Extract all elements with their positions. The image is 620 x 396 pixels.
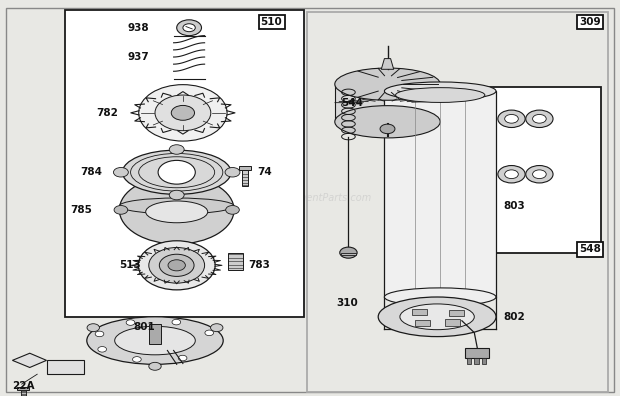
Ellipse shape (498, 166, 525, 183)
Bar (21, 390, 26, 396)
Ellipse shape (122, 150, 231, 194)
Ellipse shape (139, 85, 227, 141)
Ellipse shape (380, 124, 395, 134)
Ellipse shape (183, 24, 195, 32)
Ellipse shape (114, 206, 128, 214)
Ellipse shape (159, 254, 194, 276)
Bar (17, 387, 29, 390)
Bar (465, 348, 489, 358)
Text: 803: 803 (503, 201, 525, 211)
Bar (415, 320, 430, 326)
Ellipse shape (533, 170, 546, 179)
Ellipse shape (335, 106, 440, 138)
Bar (445, 319, 460, 326)
Ellipse shape (505, 114, 518, 123)
Bar (307, 12, 608, 392)
Ellipse shape (119, 198, 234, 214)
Text: 548: 548 (579, 244, 601, 255)
Ellipse shape (126, 320, 135, 326)
Bar (467, 358, 471, 364)
Bar (335, 84, 440, 122)
Text: 801: 801 (133, 322, 155, 332)
Ellipse shape (133, 357, 141, 362)
Ellipse shape (378, 297, 496, 337)
Ellipse shape (149, 362, 161, 370)
Ellipse shape (113, 168, 128, 177)
Ellipse shape (172, 319, 180, 325)
Bar (149, 324, 161, 344)
Ellipse shape (400, 304, 474, 329)
Ellipse shape (498, 110, 525, 128)
Text: 544: 544 (342, 98, 363, 108)
Text: 937: 937 (127, 52, 149, 63)
Ellipse shape (211, 324, 223, 331)
Ellipse shape (205, 330, 214, 336)
Text: 782: 782 (96, 108, 118, 118)
Ellipse shape (98, 346, 107, 352)
Polygon shape (12, 353, 46, 367)
Text: 938: 938 (127, 23, 149, 33)
Ellipse shape (526, 166, 553, 183)
Bar (462, 87, 601, 253)
Ellipse shape (396, 88, 485, 103)
Text: 309: 309 (580, 17, 601, 27)
Text: 310: 310 (337, 298, 358, 308)
Text: 802: 802 (503, 312, 525, 322)
Ellipse shape (158, 160, 195, 184)
Ellipse shape (138, 241, 215, 290)
Ellipse shape (505, 170, 518, 179)
Text: 513: 513 (119, 260, 141, 270)
Bar (341, 253, 356, 255)
Text: 510: 510 (260, 17, 283, 27)
Bar (482, 358, 486, 364)
Ellipse shape (179, 355, 187, 361)
Ellipse shape (335, 68, 440, 100)
Ellipse shape (87, 324, 99, 331)
Text: ©ReplacementParts.com: ©ReplacementParts.com (249, 193, 371, 203)
Text: 784: 784 (81, 167, 102, 177)
Bar (412, 309, 427, 315)
Ellipse shape (526, 110, 553, 128)
Text: 74: 74 (257, 167, 272, 177)
Text: 785: 785 (70, 205, 92, 215)
Bar (65, 10, 304, 317)
Bar (449, 310, 464, 316)
Ellipse shape (87, 317, 223, 364)
Ellipse shape (119, 176, 234, 244)
Ellipse shape (177, 20, 202, 36)
Ellipse shape (225, 168, 240, 177)
Ellipse shape (149, 248, 205, 283)
Ellipse shape (384, 288, 496, 306)
Bar (228, 253, 243, 270)
Bar (239, 166, 251, 170)
Ellipse shape (169, 145, 184, 154)
Ellipse shape (155, 95, 211, 131)
Ellipse shape (384, 82, 496, 100)
Text: 783: 783 (248, 260, 270, 270)
Ellipse shape (226, 206, 239, 214)
Ellipse shape (169, 190, 184, 200)
Ellipse shape (340, 247, 357, 258)
Bar (474, 358, 479, 364)
Ellipse shape (146, 201, 208, 223)
Polygon shape (381, 59, 394, 69)
Polygon shape (46, 360, 84, 374)
Ellipse shape (171, 105, 195, 120)
Ellipse shape (533, 114, 546, 123)
Bar (384, 91, 496, 297)
Bar (242, 170, 248, 186)
Ellipse shape (168, 260, 185, 271)
Text: 22A: 22A (12, 381, 35, 391)
Ellipse shape (115, 326, 195, 355)
Ellipse shape (95, 331, 104, 337)
